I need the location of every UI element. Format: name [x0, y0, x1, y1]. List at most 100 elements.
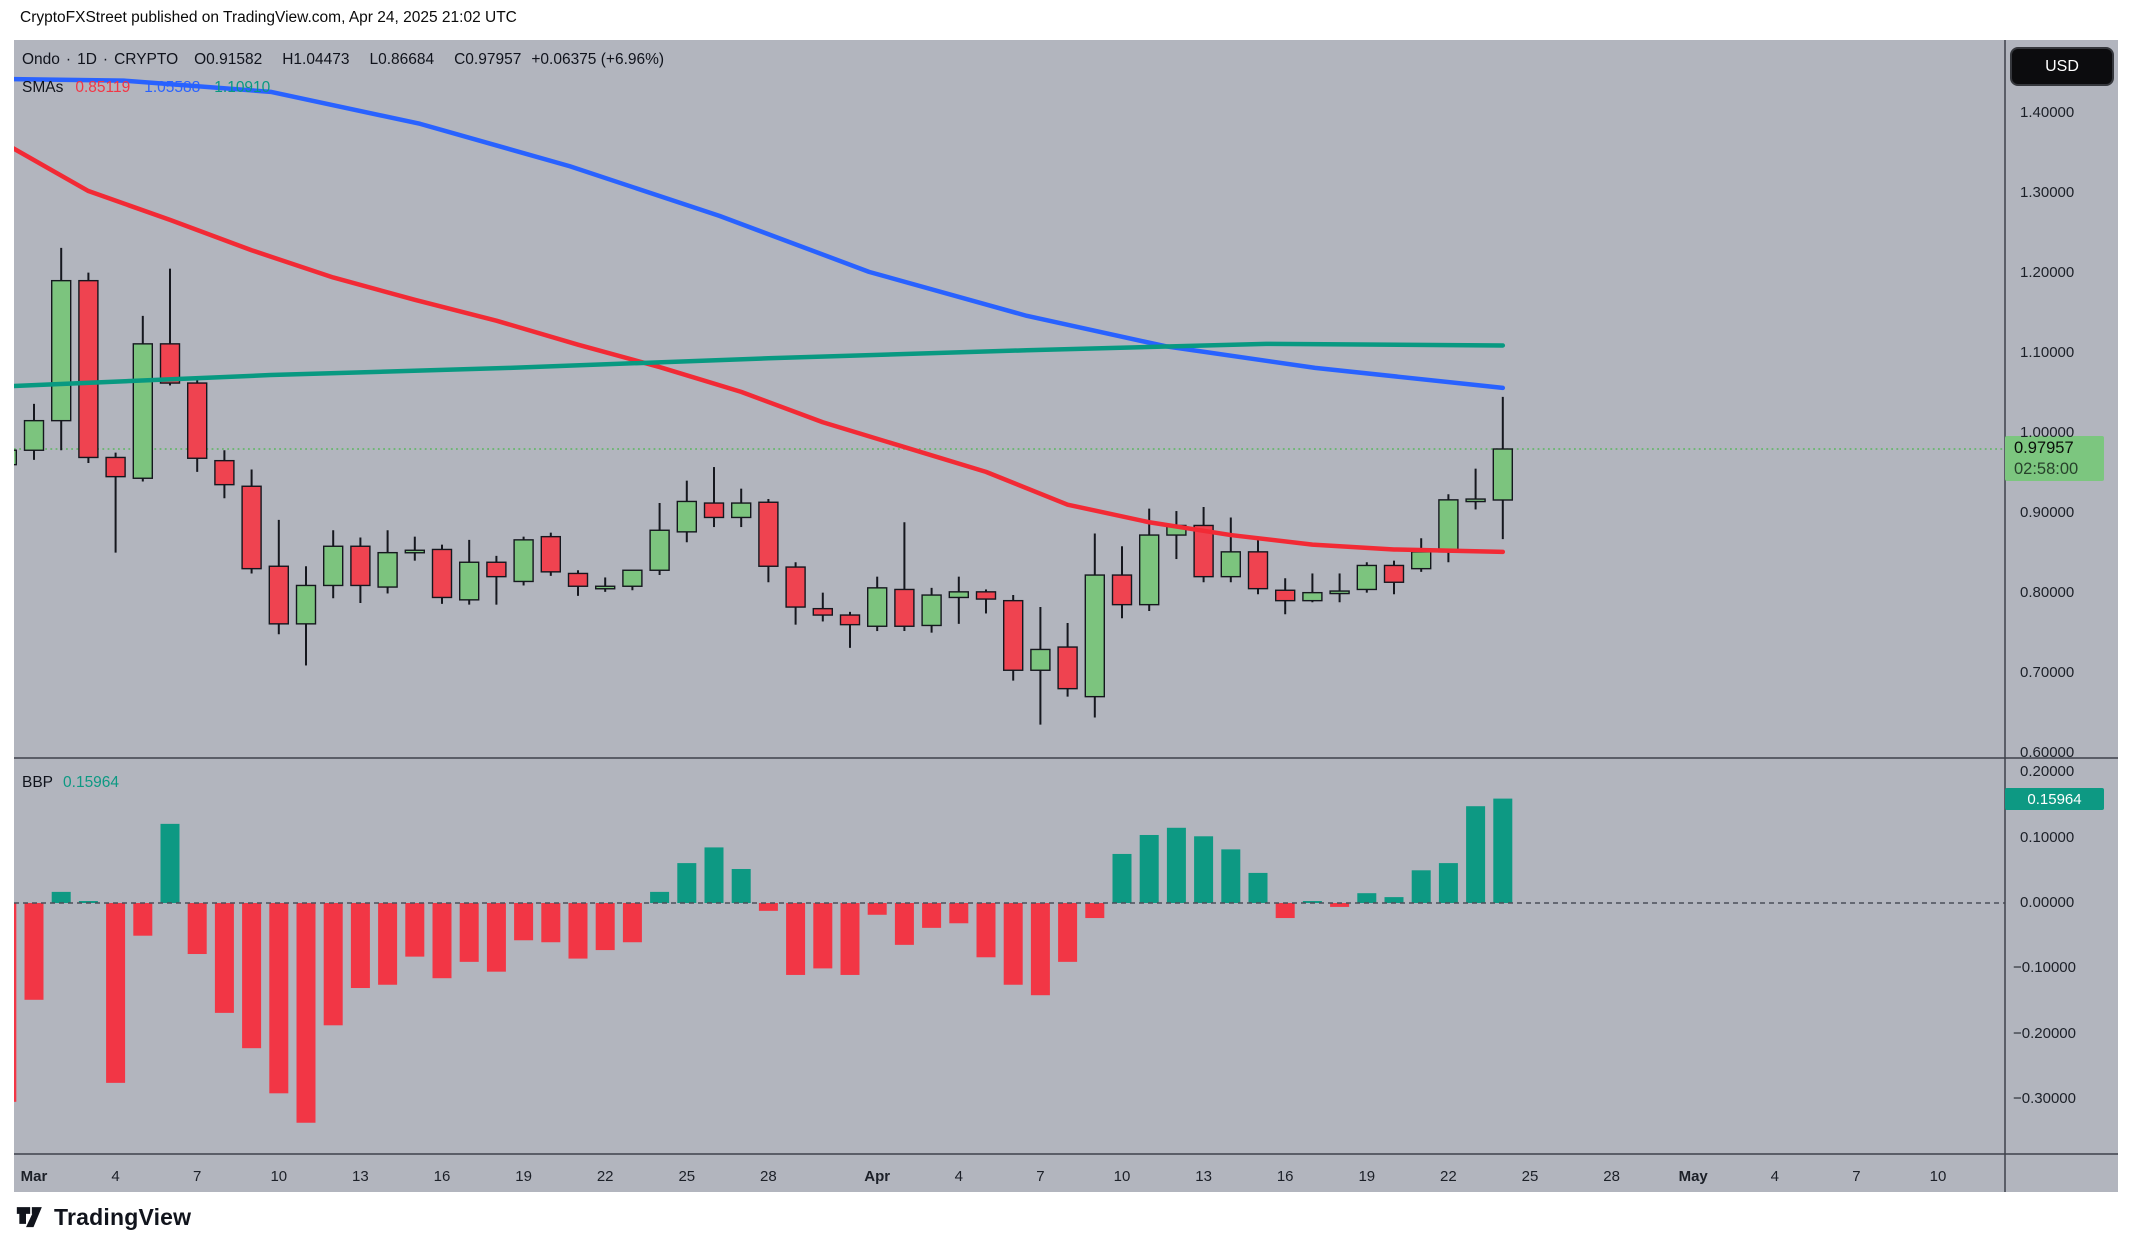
- candle-up[interactable]: [1138, 534, 1160, 606]
- candle-down[interactable]: [812, 607, 833, 616]
- candle-up[interactable]: [323, 545, 344, 587]
- candle-down[interactable]: [540, 535, 561, 573]
- candle-down[interactable]: [703, 502, 725, 519]
- candle-up[interactable]: [1438, 499, 1459, 553]
- candle-down[interactable]: [78, 279, 99, 459]
- candle-up[interactable]: [404, 549, 425, 554]
- candle-down[interactable]: [241, 485, 262, 570]
- candle-up[interactable]: [1302, 591, 1323, 602]
- candle-up[interactable]: [948, 591, 969, 599]
- candle-down[interactable]: [1111, 574, 1133, 606]
- candle-up[interactable]: [1084, 574, 1106, 698]
- candle-up[interactable]: [23, 419, 45, 451]
- candle-up[interactable]: [1465, 498, 1486, 503]
- candle-up[interactable]: [649, 529, 670, 571]
- candle-down[interactable]: [758, 501, 779, 567]
- candle-down[interactable]: [350, 545, 371, 587]
- bbp-legend[interactable]: BBP 0.15964: [22, 773, 119, 793]
- candle-down[interactable]: [785, 566, 806, 608]
- candle-down[interactable]: [268, 565, 289, 625]
- axis-tick-label: −0.10000: [2013, 959, 2076, 977]
- candle-up[interactable]: [676, 500, 697, 533]
- sma-legend[interactable]: SMAs 0.85119 1.05588 1.10910: [22, 78, 284, 98]
- axis-tick-label: 0.80000: [2020, 583, 2075, 601]
- candle-down[interactable]: [1193, 524, 1214, 578]
- bbp-bar: [1003, 903, 1023, 985]
- bbp-bar: [1384, 897, 1404, 903]
- candle-down[interactable]: [159, 343, 181, 384]
- candle-up[interactable]: [377, 551, 398, 588]
- candle-up[interactable]: [1329, 590, 1350, 595]
- tradingview-brand-link[interactable]: TradingView: [16, 1204, 191, 1231]
- change-value: +0.06375 (+6.96%): [531, 51, 665, 68]
- bbp-bar: [867, 903, 887, 915]
- candle-down[interactable]: [1057, 646, 1078, 690]
- bbp-bar: [1058, 903, 1078, 962]
- candle-down[interactable]: [214, 459, 235, 486]
- candle-up[interactable]: [1492, 448, 1514, 501]
- sma-legend-value: 1.10910: [214, 79, 271, 96]
- candle-up[interactable]: [459, 561, 480, 601]
- candle-down[interactable]: [894, 588, 915, 627]
- candle-up[interactable]: [595, 585, 616, 590]
- candle-up[interactable]: [867, 587, 888, 627]
- axis-tick-label: 13: [352, 1168, 369, 1185]
- bbp-bar: [514, 903, 534, 941]
- bbp-bar: [731, 868, 751, 903]
- candle-up[interactable]: [622, 569, 643, 587]
- currency-toggle-button[interactable]: USD: [2010, 47, 2114, 86]
- bbp-bar: [214, 903, 234, 1013]
- chart-canvas[interactable]: [14, 40, 2118, 1192]
- axis-tick-label: 28: [760, 1168, 777, 1185]
- axis-tick-label: 1.40000: [2020, 103, 2075, 121]
- candle-up[interactable]: [921, 594, 942, 627]
- candle-down[interactable]: [1003, 599, 1024, 671]
- bbp-bar: [78, 901, 98, 903]
- candle-up[interactable]: [731, 502, 752, 519]
- bbp-bar: [1275, 903, 1295, 919]
- symbol-legend[interactable]: Ondo · 1D · CRYPTO O0.91582 H1.04473 L0.86684 C0…: [22, 50, 670, 70]
- bbp-bar: [840, 903, 860, 975]
- bbp-bar: [187, 903, 207, 955]
- sma-line[interactable]: [14, 145, 1506, 555]
- bbp-bar: [242, 903, 262, 1049]
- candle-up[interactable]: [1220, 551, 1242, 578]
- exchange: CRYPTO: [114, 51, 179, 68]
- bbp-bar: [541, 903, 561, 943]
- candle-down[interactable]: [486, 561, 507, 578]
- bbp-label: BBP: [22, 774, 54, 791]
- sma-line[interactable]: [14, 76, 1506, 391]
- candle-down[interactable]: [431, 548, 453, 599]
- bbp-bar: [1166, 827, 1186, 903]
- candle-down[interactable]: [975, 591, 997, 600]
- bbp-bar: [1357, 893, 1377, 903]
- bbp-bar: [296, 903, 316, 1123]
- candle-down[interactable]: [567, 572, 589, 587]
- sma-values: 0.85119 1.05588 1.10910: [75, 79, 284, 96]
- axis-tick-label: 19: [1358, 1168, 1376, 1185]
- bbp-bar: [160, 823, 180, 903]
- chart-area[interactable]: Ondo · 1D · CRYPTO O0.91582 H1.04473 L0.86684 C0…: [14, 40, 2118, 1192]
- candle-up[interactable]: [132, 343, 154, 479]
- candle-down[interactable]: [186, 382, 208, 459]
- candle-up[interactable]: [513, 539, 534, 583]
- sma-line[interactable]: [14, 341, 1506, 389]
- candle-up[interactable]: [1356, 564, 1378, 591]
- axis-tick-label: 0.70000: [2020, 663, 2075, 681]
- candle-up[interactable]: [14, 449, 18, 466]
- candle-up[interactable]: [51, 279, 72, 422]
- bbp-bar: [1139, 834, 1159, 903]
- candle-down[interactable]: [1274, 589, 1296, 602]
- candle-down[interactable]: [1247, 551, 1269, 590]
- axis-tick-label: 0.20000: [2020, 763, 2075, 781]
- separator: ·: [102, 51, 109, 68]
- candle-down[interactable]: [1383, 564, 1405, 583]
- candle-down[interactable]: [839, 614, 861, 626]
- axis-tick-label: 25: [1521, 1168, 1539, 1185]
- candle-up[interactable]: [295, 584, 317, 625]
- bbp-bar: [1221, 849, 1241, 903]
- candle-up[interactable]: [1030, 648, 1051, 671]
- bbp-bar: [595, 903, 615, 951]
- candle-up[interactable]: [1410, 551, 1432, 570]
- candle-down[interactable]: [105, 456, 126, 478]
